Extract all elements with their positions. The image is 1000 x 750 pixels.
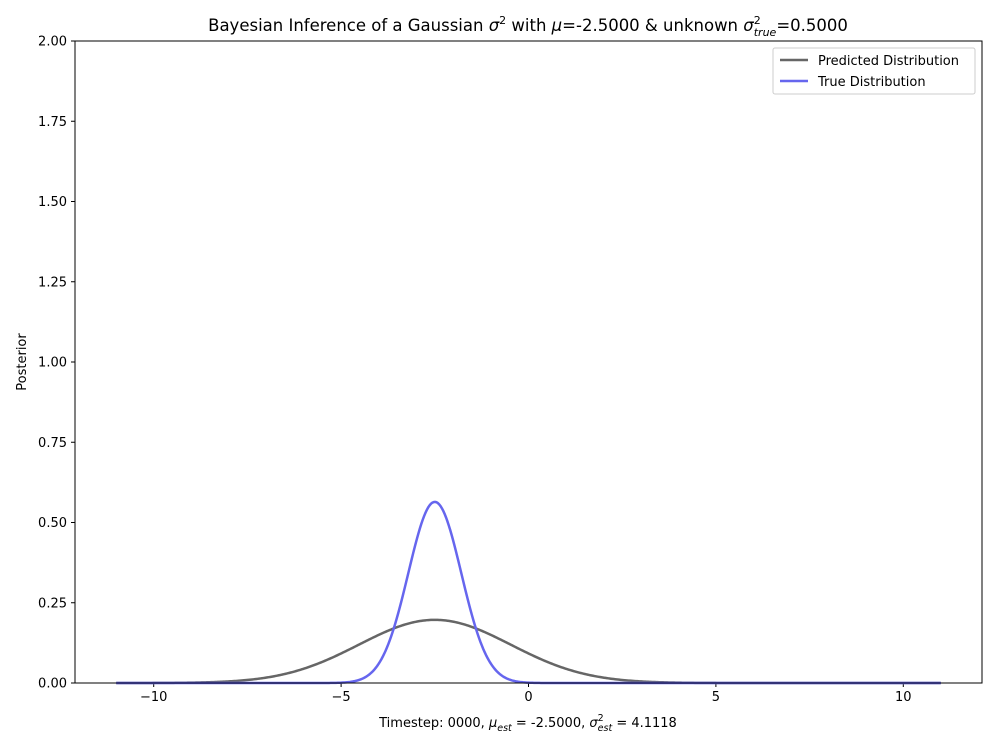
x-tick-label: 5	[712, 690, 720, 705]
legend: Predicted Distribution True Distribution	[772, 47, 976, 95]
x-axis: −10 −5 0 5 10	[140, 683, 912, 705]
series-line-predicted	[116, 618, 941, 685]
legend-label-predicted: Predicted Distribution	[818, 54, 959, 69]
y-tick-label: 0.00	[38, 677, 67, 692]
y-tick-label: 2.00	[38, 35, 67, 50]
y-tick-label: 0.50	[38, 516, 67, 531]
y-tick-label: 1.75	[38, 115, 67, 130]
y-tick-label: 0.75	[38, 436, 67, 451]
y-tick-label: 0.25	[38, 596, 67, 611]
y-tick-label: 1.50	[38, 195, 67, 210]
x-tick-label: −5	[332, 690, 351, 705]
y-axis: 0.00 0.25 0.50 0.75 1.00 1.25 1.50 1.75 2.00	[38, 35, 75, 692]
series-line-true	[116, 500, 941, 685]
plot-area: 0.00 0.25 0.50 0.75 1.00 1.25 1.50 1.75 2.00 −10…	[38, 35, 983, 705]
legend-box	[772, 47, 976, 95]
plot-frame	[74, 40, 983, 684]
x-tick-label: 10	[895, 690, 912, 705]
series-lines	[116, 500, 941, 685]
chart-title: Bayesian Inference of a Gaussian σ2 with…	[208, 14, 848, 39]
x-tick-label: 0	[524, 690, 532, 705]
y-axis-label: Posterior	[15, 333, 30, 391]
x-axis-label: Timestep: 0000, μest = -2.5000, σ2 est = …	[378, 713, 677, 734]
y-tick-label: 1.00	[38, 356, 67, 371]
legend-label-true: True Distribution	[817, 75, 926, 90]
x-tick-label: −10	[140, 690, 167, 705]
y-tick-label: 1.25	[38, 275, 67, 290]
